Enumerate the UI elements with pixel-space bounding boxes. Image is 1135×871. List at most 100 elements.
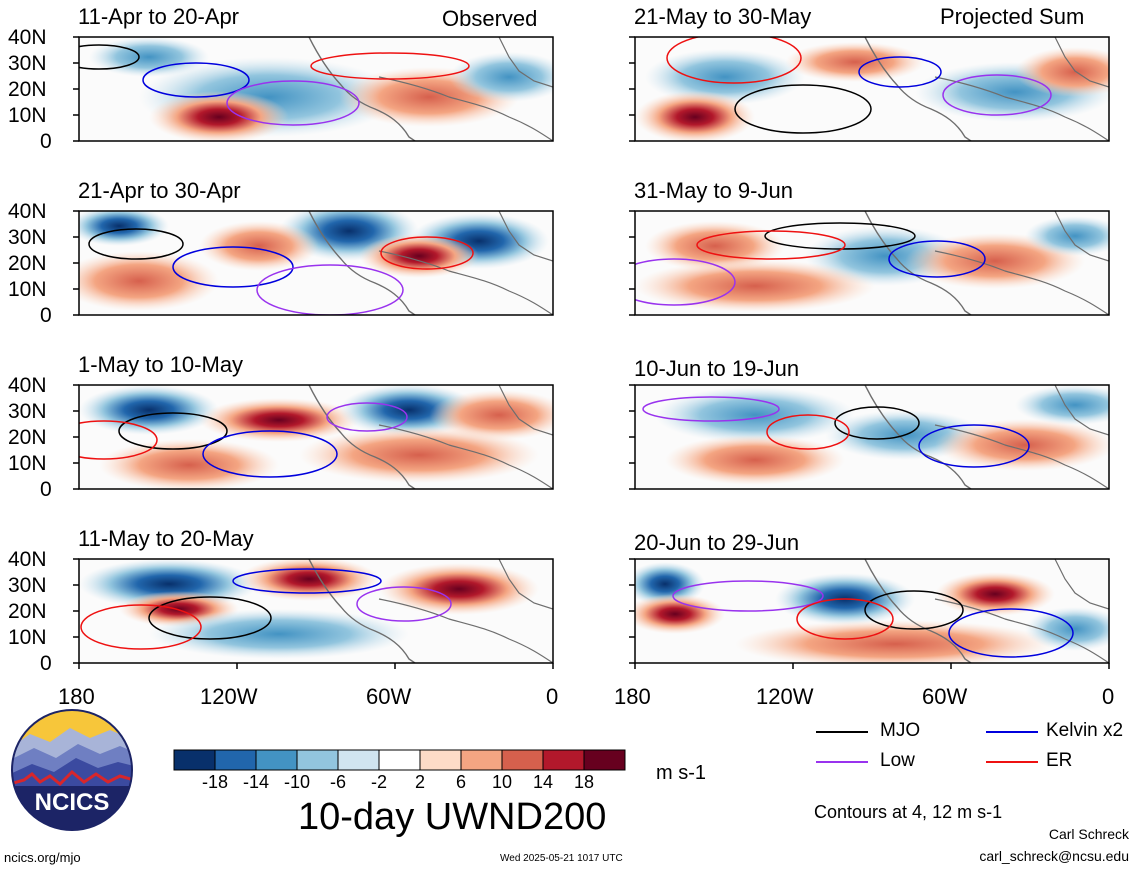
colorbar-tick-label: -14 <box>243 772 269 788</box>
anomaly-shading <box>299 427 539 483</box>
map-panel <box>73 557 553 669</box>
lat-tick: 0 <box>40 478 52 502</box>
map-panel <box>625 559 1125 669</box>
anomaly-shading <box>99 439 279 491</box>
lon-tick-left: 60W <box>366 684 411 710</box>
projected-sum-label: Projected Sum <box>940 4 1084 30</box>
legend-label-kelvin: Kelvin x2 <box>1046 720 1123 742</box>
anomaly-shading <box>1025 216 1125 256</box>
lat-tick: 20N <box>8 600 47 624</box>
anomaly-shading <box>635 91 755 143</box>
map-panel <box>629 33 1135 143</box>
anomaly-shading <box>1015 47 1135 97</box>
panel-title-proj-3: 10-Jun to 19-Jun <box>634 356 799 382</box>
lat-tick: 30N <box>8 226 47 250</box>
anomaly-shading <box>199 221 319 271</box>
colorbar-tick-label: -18 <box>202 772 228 788</box>
lat-tick: 10N <box>8 626 47 650</box>
colorbar-tick-label: -10 <box>284 772 310 788</box>
colorbar-tick-label: 6 <box>456 772 466 788</box>
legend-label-low: Low <box>880 750 915 772</box>
lat-tick: 10N <box>8 104 47 128</box>
colorbar-swatch <box>297 750 338 770</box>
panel-title-proj-4: 20-Jun to 29-Jun <box>634 530 799 556</box>
footer-timestamp: Wed 2025-05-21 1017 UTC <box>500 853 623 864</box>
lat-tick: 20N <box>8 252 47 276</box>
colorbar-swatch <box>256 750 297 770</box>
panel-title-proj-1: 21-May to 30-May <box>634 4 811 30</box>
lat-tick: 40N <box>8 374 47 398</box>
panel-title-obs-3: 1-May to 10-May <box>78 352 243 378</box>
lat-tick: 20N <box>8 426 47 450</box>
colorbar-swatch <box>379 750 420 770</box>
footer-url: ncics.org/mjo <box>4 850 81 865</box>
colorbar-swatch <box>543 750 584 770</box>
legend-label-er: ER <box>1046 750 1072 772</box>
anomaly-shading <box>149 91 289 143</box>
colorbar-tick-label: 14 <box>533 772 553 788</box>
colorbar: -18 -14 -10 -6 -2 2 6 10 14 18 <box>168 748 638 788</box>
lon-tick-right: 0 <box>1102 684 1114 710</box>
colorbar-tick-label: -2 <box>371 772 387 788</box>
panel-title-obs-2: 21-Apr to 30-Apr <box>78 178 241 204</box>
colorbar-units: m s-1 <box>656 762 706 785</box>
lat-tick: 30N <box>8 574 47 598</box>
anomaly-shading <box>449 52 569 102</box>
legend-label-mjo: MJO <box>880 720 920 742</box>
lat-tick: 0 <box>40 130 52 154</box>
lat-tick: 10N <box>8 452 47 476</box>
lon-tick-right: 180 <box>614 684 651 710</box>
lat-tick: 0 <box>40 652 52 676</box>
colorbar-swatch <box>215 750 256 770</box>
figure-title: 10-day UWND200 <box>298 796 606 839</box>
anomaly-shading <box>785 42 925 82</box>
colorbar-swatch <box>502 750 543 770</box>
map-panel <box>59 201 553 315</box>
lat-tick: 40N <box>8 26 47 50</box>
ncics-logo: NCICS <box>10 708 134 832</box>
map-panel <box>629 385 1135 489</box>
colorbar-tick-label: 2 <box>415 772 425 788</box>
map-panel <box>613 211 1125 315</box>
colorbar-tick-label: 18 <box>574 772 594 788</box>
colorbar-tick-label: -6 <box>330 772 346 788</box>
anomaly-shading <box>79 385 219 435</box>
footer-email: carl_schreck@ncsu.edu <box>979 848 1129 864</box>
anomaly-shading <box>59 251 219 311</box>
colorbar-swatch <box>461 750 502 770</box>
lon-tick-left: 120W <box>200 684 257 710</box>
logo-text: NCICS <box>35 789 110 816</box>
colorbar-swatch <box>174 750 215 770</box>
footer-author: Carl Schreck <box>1049 826 1129 842</box>
lon-tick-right: 60W <box>922 684 967 710</box>
lat-tick: 40N <box>8 548 47 572</box>
anomaly-shading <box>935 419 1115 471</box>
contours-note: Contours at 4, 12 m s-1 <box>814 802 1002 823</box>
lat-tick: 0 <box>40 304 52 328</box>
colorbar-swatch <box>584 750 625 770</box>
panel-title-proj-2: 31-May to 9-Jun <box>634 178 793 204</box>
map-panel <box>51 384 569 491</box>
lon-tick-right: 120W <box>756 684 813 710</box>
lat-tick: 30N <box>8 52 47 76</box>
lat-tick: 20N <box>8 78 47 102</box>
anomaly-shading <box>655 387 855 443</box>
map-panel <box>59 37 569 143</box>
lat-tick: 40N <box>8 200 47 224</box>
anomaly-shading <box>69 206 169 246</box>
anomaly-shading <box>665 435 845 485</box>
anomaly-shading <box>89 37 209 77</box>
anomaly-shading <box>379 563 539 615</box>
lat-tick: 10N <box>8 278 47 302</box>
anomaly-shading <box>239 557 379 601</box>
panel-title-obs-4: 11-May to 20-May <box>78 526 254 552</box>
colorbar-swatch <box>338 750 379 770</box>
panel-title-obs-1: 11-Apr to 20-Apr <box>78 4 239 30</box>
colorbar-swatch <box>420 750 461 770</box>
colorbar-tick-label: 10 <box>492 772 512 788</box>
lat-tick: 30N <box>8 400 47 424</box>
observed-label: Observed <box>442 6 537 32</box>
lon-tick-left: 180 <box>58 684 95 710</box>
anomaly-shading <box>635 260 875 312</box>
lon-tick-left: 0 <box>546 684 558 710</box>
